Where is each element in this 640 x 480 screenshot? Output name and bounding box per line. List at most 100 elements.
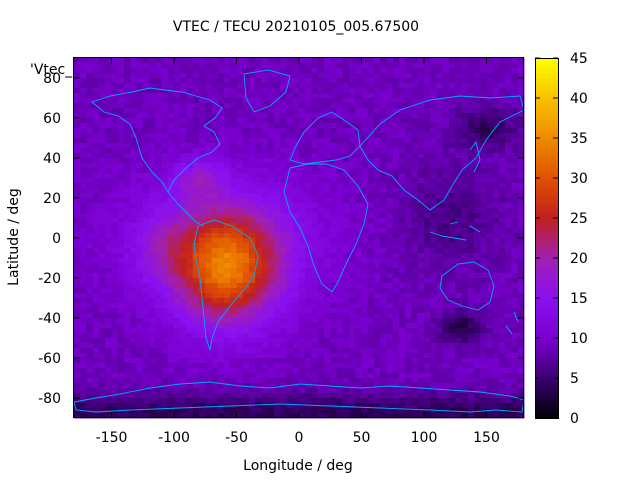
heatmap-cell	[492, 98, 500, 104]
heatmap-cell	[430, 333, 437, 339]
heatmap-cell	[242, 293, 250, 299]
heatmap-cell	[117, 298, 125, 304]
heatmap-cell	[511, 373, 519, 379]
heatmap-cell	[311, 83, 319, 89]
heatmap-cell	[311, 158, 319, 164]
heatmap-cell	[242, 133, 250, 139]
heatmap-cell	[405, 118, 412, 124]
heatmap-cell	[205, 283, 212, 289]
heatmap-cell	[436, 293, 444, 299]
heatmap-cell	[261, 98, 269, 104]
heatmap-cell	[180, 223, 187, 229]
heatmap-cell	[286, 118, 294, 124]
heatmap-cell	[86, 173, 94, 179]
heatmap-cell	[461, 288, 469, 294]
heatmap-cell	[405, 158, 412, 164]
heatmap-cell	[292, 108, 300, 114]
heatmap-cell	[199, 148, 206, 154]
heatmap-cell	[80, 93, 87, 99]
heatmap-cell	[342, 338, 350, 344]
heatmap-cell	[92, 343, 100, 349]
heatmap-cell	[474, 58, 481, 64]
heatmap-cell	[380, 283, 387, 289]
heatmap-cell	[342, 313, 350, 319]
heatmap-cell	[230, 193, 237, 199]
heatmap-cell	[324, 323, 331, 329]
heatmap-cell	[499, 328, 506, 334]
heatmap-cell	[242, 318, 250, 324]
heatmap-cell	[167, 68, 175, 74]
heatmap-cell	[330, 108, 337, 114]
heatmap-cell	[267, 168, 275, 174]
heatmap-cell	[142, 268, 150, 274]
heatmap-cell	[461, 168, 469, 174]
heatmap-cell	[199, 373, 206, 379]
heatmap-cell	[324, 253, 331, 259]
heatmap-cell	[380, 88, 387, 94]
heatmap-cell	[211, 283, 219, 289]
heatmap-cell	[224, 98, 231, 104]
heatmap-cell	[261, 203, 269, 209]
heatmap-cell	[455, 398, 462, 404]
heatmap-cell	[349, 78, 356, 84]
heatmap-cell	[186, 323, 194, 329]
heatmap-cell	[342, 288, 350, 294]
heatmap-cell	[324, 258, 331, 264]
heatmap-cell	[361, 363, 369, 369]
heatmap-cell	[249, 243, 256, 249]
heatmap-cell	[455, 93, 462, 99]
heatmap-cell	[424, 253, 431, 259]
heatmap-cell	[155, 283, 162, 289]
heatmap-cell	[505, 283, 512, 289]
heatmap-cell	[324, 228, 331, 234]
heatmap-cell	[224, 323, 231, 329]
heatmap-cell	[374, 363, 381, 369]
heatmap-cell	[449, 113, 456, 119]
heatmap-cell	[236, 133, 244, 139]
heatmap-cell	[249, 168, 256, 174]
heatmap-cell	[442, 148, 450, 154]
heatmap-cell	[99, 198, 106, 204]
heatmap-cell	[155, 378, 162, 384]
heatmap-cell	[105, 333, 112, 339]
heatmap-cell	[205, 113, 212, 119]
heatmap-cell	[86, 313, 94, 319]
heatmap-cell	[449, 118, 456, 124]
heatmap-cell	[242, 358, 250, 364]
heatmap-cell	[117, 373, 125, 379]
heatmap-cell	[392, 268, 400, 274]
heatmap-cell	[136, 383, 144, 389]
heatmap-cell	[174, 348, 181, 354]
heatmap-cell	[224, 163, 231, 169]
heatmap-cell	[124, 88, 131, 94]
heatmap-cell	[361, 253, 369, 259]
heatmap-cell	[74, 233, 81, 239]
heatmap-cell	[286, 93, 294, 99]
heatmap-cell	[267, 338, 275, 344]
heatmap-cell	[255, 383, 262, 389]
heatmap-cell	[242, 178, 250, 184]
heatmap-cell	[374, 388, 381, 394]
heatmap-cell	[442, 388, 450, 394]
heatmap-cell	[411, 263, 419, 269]
heatmap-cell	[380, 273, 387, 279]
heatmap-cell	[236, 283, 244, 289]
heatmap-cell	[480, 358, 487, 364]
heatmap-cell	[192, 173, 200, 179]
heatmap-cell	[349, 273, 356, 279]
heatmap-cell	[180, 258, 187, 264]
heatmap-cell	[155, 303, 162, 309]
heatmap-cell	[192, 118, 200, 124]
heatmap-cell	[417, 78, 425, 84]
heatmap-cell	[236, 63, 244, 69]
heatmap-cell	[367, 358, 375, 364]
heatmap-cell	[92, 63, 100, 69]
heatmap-cell	[480, 203, 487, 209]
heatmap-cell	[249, 108, 256, 114]
heatmap-cell	[249, 298, 256, 304]
heatmap-cell	[167, 308, 175, 314]
heatmap-cell	[224, 58, 231, 64]
heatmap-cell	[399, 333, 406, 339]
heatmap-cell	[461, 103, 469, 109]
heatmap-cell	[517, 153, 525, 159]
